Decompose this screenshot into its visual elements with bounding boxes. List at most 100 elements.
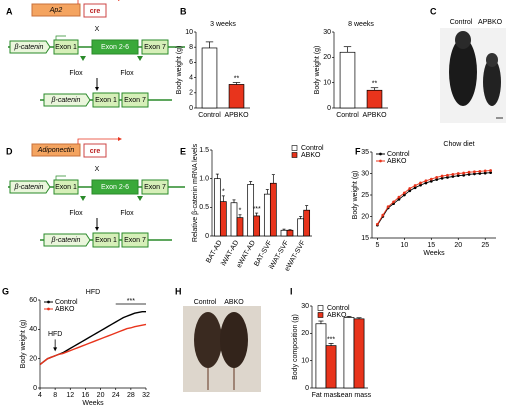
point (413, 186, 417, 190)
x-tick-label: 12 (66, 392, 74, 399)
legend-label: ABKO (55, 306, 75, 313)
y-axis-label: Body composition (g) (292, 314, 299, 380)
bar (230, 202, 238, 237)
y-tick-label: 20 (29, 356, 37, 363)
bar (219, 201, 227, 237)
point (381, 213, 385, 217)
exon: Exon 2-6 (101, 184, 129, 191)
bar (253, 215, 261, 237)
significance: *** (327, 336, 335, 343)
tss-arrow (55, 175, 66, 181)
promoter: Ap2 (49, 7, 63, 14)
exon: Exon 1 (95, 97, 117, 104)
y-tick-label: 30 (301, 303, 309, 310)
x-tick-label: Fat mass (312, 392, 341, 399)
bar (315, 323, 327, 389)
significance: ** (372, 81, 378, 88)
bar (325, 345, 337, 389)
recombinase: cre (90, 8, 101, 15)
point (424, 179, 428, 183)
mouse-head (455, 31, 471, 49)
arrow-head (118, 137, 122, 141)
point (397, 195, 401, 199)
x-tick-label: Control (336, 112, 359, 119)
point (473, 170, 476, 174)
y-tick-label: 60 (29, 297, 37, 304)
x-tick-label: 16 (82, 392, 90, 399)
y-tick-label: 20 (323, 54, 331, 61)
legend-swatch (317, 305, 324, 311)
series-line (377, 172, 491, 226)
significance: *** (253, 206, 261, 213)
panel-label: E (180, 146, 186, 156)
bar (353, 318, 365, 389)
point (473, 172, 476, 176)
gene: β-catenin (14, 184, 44, 191)
bar (201, 47, 218, 109)
exon: Exon 7 (144, 184, 166, 191)
arrow-head (118, 0, 120, 1)
exon-box (121, 232, 149, 248)
bar (236, 217, 244, 237)
x-tick-label: 24 (112, 392, 120, 399)
legend-swatch (291, 152, 298, 158)
gene: β-catenin (51, 237, 81, 244)
y-tick-label: 30 (361, 170, 369, 177)
mouse (220, 312, 248, 368)
point (483, 171, 487, 175)
series-line (377, 170, 491, 225)
x-tick-label: 5 (375, 242, 379, 249)
mouse-head (486, 53, 498, 67)
point (375, 222, 379, 226)
arrow-head (53, 347, 58, 352)
legend-swatch (317, 312, 324, 318)
point (489, 171, 493, 175)
x-tick-label: APBKO (224, 112, 249, 119)
x-tick-label: 28 (127, 392, 135, 399)
legend-marker (379, 152, 382, 156)
promoter-box (31, 143, 81, 157)
panel-label: G (2, 286, 9, 296)
panel-label: D (6, 146, 13, 156)
x-axis-label: Weeks (423, 250, 445, 257)
point (467, 170, 471, 174)
photo-label: Control (194, 299, 217, 306)
gene-box (9, 40, 51, 54)
point (456, 172, 460, 175)
bar (213, 178, 221, 237)
point (478, 169, 482, 173)
cre-box (83, 143, 107, 158)
bar (228, 84, 245, 109)
panel-label: B (180, 6, 187, 16)
annotation: *** (127, 298, 135, 305)
panel-label: C (430, 6, 437, 16)
point (424, 181, 428, 185)
x-axis-label: Weeks (82, 400, 104, 406)
bar (269, 182, 277, 237)
x-tick-label: 10 (400, 242, 408, 249)
y-tick-label: 0 (305, 385, 309, 392)
exon: Exon 7 (124, 97, 146, 104)
x-tick-label: APBKO (362, 112, 387, 119)
exon-box (141, 39, 169, 55)
point (419, 181, 422, 185)
y-axis-label: Body weight (g) (20, 320, 27, 369)
significance: * (239, 208, 242, 215)
point (386, 205, 390, 209)
chart-title: Chow diet (443, 141, 474, 148)
panel-label: A (6, 6, 13, 16)
y-tick-label: 10 (185, 29, 193, 36)
point (440, 174, 444, 178)
flox: Flox (69, 70, 83, 77)
promoter-box (31, 3, 81, 17)
chart-title: HFD (86, 289, 100, 296)
point (419, 183, 422, 187)
y-tick-label: 6 (189, 59, 193, 66)
point (446, 175, 449, 179)
mouse (194, 312, 222, 368)
photo-label: APBKO (478, 19, 503, 26)
flox: Flox (69, 210, 83, 217)
x-tick-label: 15 (427, 242, 435, 249)
bar (263, 193, 271, 237)
arrow-head (95, 227, 99, 231)
